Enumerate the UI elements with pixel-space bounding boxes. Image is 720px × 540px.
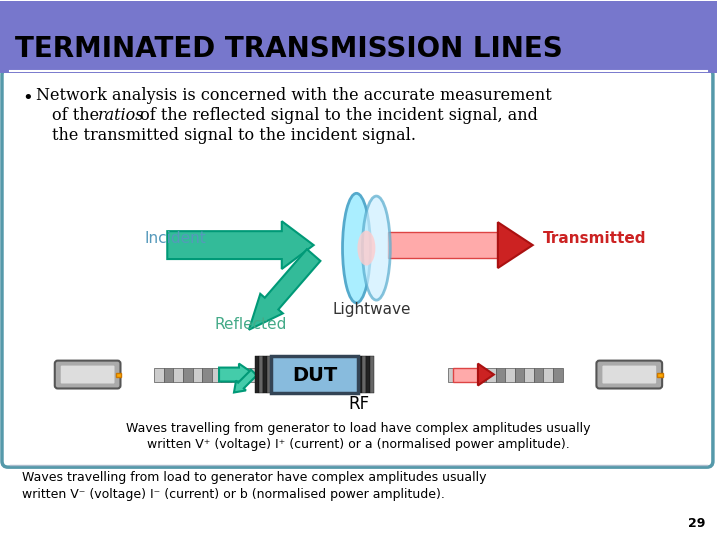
Bar	[553, 368, 562, 382]
Bar	[192, 368, 202, 382]
Bar	[496, 368, 505, 382]
Bar	[370, 356, 374, 394]
Bar	[221, 368, 230, 382]
Text: Waves travelling from load to generator have complex amplitudes usually: Waves travelling from load to generator …	[22, 471, 487, 484]
Ellipse shape	[357, 231, 375, 266]
Text: 29: 29	[688, 517, 706, 530]
Polygon shape	[219, 363, 255, 386]
Text: DUT: DUT	[292, 366, 337, 385]
Text: written V⁻ (voltage) I⁻ (current) or b (normalised power amplitude).: written V⁻ (voltage) I⁻ (current) or b (…	[22, 488, 445, 501]
Text: ratios: ratios	[98, 107, 144, 124]
Text: •: •	[22, 89, 32, 107]
Bar	[448, 368, 458, 382]
Bar	[366, 356, 370, 394]
Polygon shape	[234, 370, 257, 393]
Ellipse shape	[343, 193, 370, 303]
Polygon shape	[249, 249, 320, 330]
Polygon shape	[167, 221, 314, 269]
Bar	[267, 356, 271, 394]
Bar	[259, 368, 269, 382]
Bar	[477, 368, 486, 382]
FancyBboxPatch shape	[603, 366, 656, 383]
Bar	[202, 368, 212, 382]
Bar	[467, 368, 477, 382]
FancyBboxPatch shape	[55, 361, 120, 388]
Bar	[115, 373, 122, 376]
Text: the transmitted signal to the incident signal.: the transmitted signal to the incident s…	[52, 126, 415, 144]
Bar	[534, 368, 544, 382]
Bar	[505, 368, 515, 382]
Text: of the reflected signal to the incident signal, and: of the reflected signal to the incident …	[135, 107, 539, 124]
Bar	[255, 356, 259, 394]
FancyBboxPatch shape	[596, 361, 662, 388]
Text: RF: RF	[348, 395, 369, 414]
Bar	[174, 368, 183, 382]
Polygon shape	[388, 232, 498, 258]
Bar	[458, 368, 467, 382]
Bar	[544, 368, 553, 382]
Bar	[250, 368, 259, 382]
Bar	[154, 368, 164, 382]
Bar	[164, 368, 174, 382]
Bar	[524, 368, 534, 382]
Bar	[0, 1, 717, 73]
Bar	[486, 368, 496, 382]
Text: Network analysis is concerned with the accurate measurement: Network analysis is concerned with the a…	[36, 87, 552, 104]
Polygon shape	[498, 222, 533, 268]
Text: of the: of the	[52, 107, 104, 124]
Ellipse shape	[362, 196, 390, 300]
Polygon shape	[453, 368, 478, 382]
FancyBboxPatch shape	[2, 69, 713, 467]
Polygon shape	[478, 363, 494, 386]
Text: TERMINATED TRANSMISSION LINES: TERMINATED TRANSMISSION LINES	[15, 35, 563, 63]
Bar	[240, 368, 250, 382]
FancyBboxPatch shape	[271, 356, 359, 394]
Bar	[362, 356, 366, 394]
Bar	[183, 368, 192, 382]
Bar	[359, 356, 362, 394]
Text: Transmitted: Transmitted	[543, 231, 646, 246]
Bar	[515, 368, 524, 382]
Text: Reflected: Reflected	[214, 318, 287, 332]
Text: Waves travelling from generator to load have complex amplitudes usually: Waves travelling from generator to load …	[126, 422, 590, 435]
Bar	[263, 356, 267, 394]
Bar	[230, 368, 240, 382]
Text: Incident: Incident	[145, 231, 206, 246]
Bar	[212, 368, 221, 382]
FancyBboxPatch shape	[60, 366, 114, 383]
Bar	[259, 356, 263, 394]
Bar	[657, 373, 663, 376]
Text: Lightwave: Lightwave	[332, 302, 410, 318]
Text: written V⁺ (voltage) I⁺ (current) or a (normalised power amplitude).: written V⁺ (voltage) I⁺ (current) or a (…	[147, 438, 570, 451]
